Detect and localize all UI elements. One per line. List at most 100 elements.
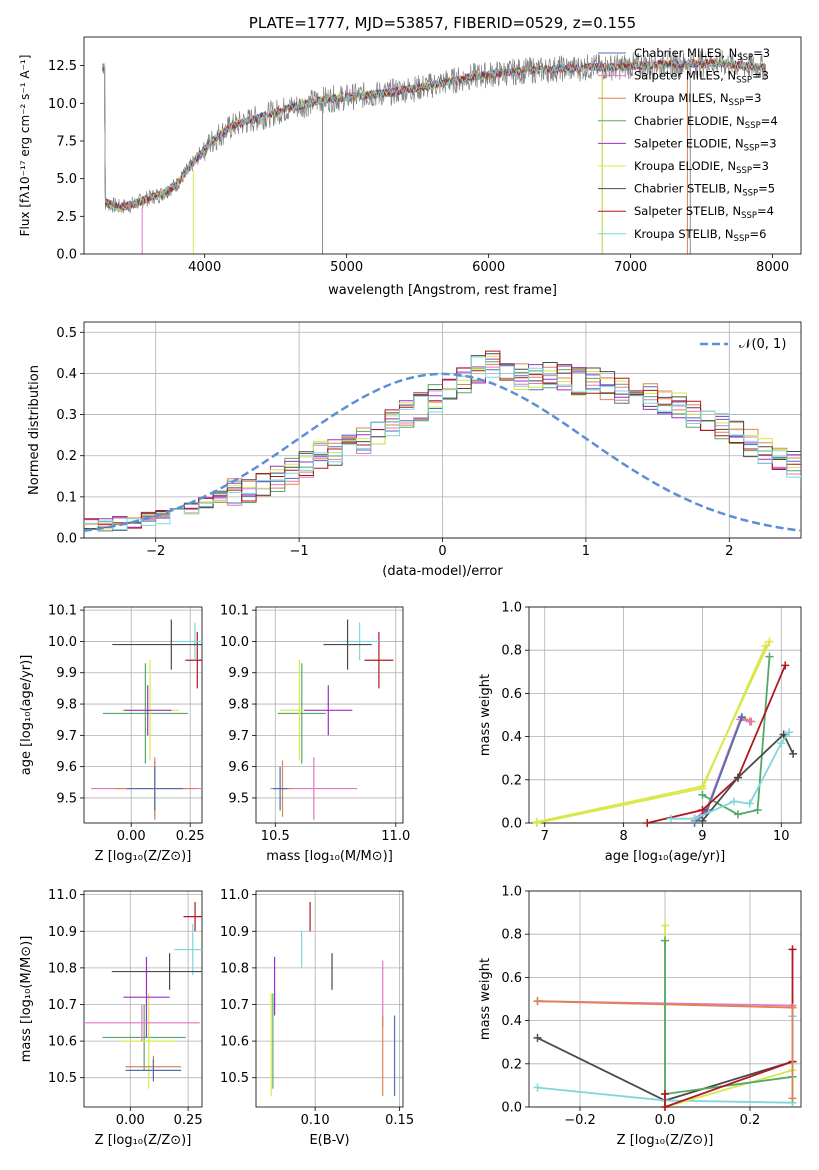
histogram-area [84,350,801,533]
y-tick-label: 10.6 [220,1035,249,1050]
y-axis-label: mass [log₁₀(M/M⊙)] [19,936,34,1063]
y-tick-label: 0.8 [501,644,522,659]
error-bar-point [174,923,202,976]
y-tick-label: 9.8 [56,698,77,713]
y-tick-label: 0.4 [501,1014,522,1029]
panel-mass-vs-Z: 0.00 0.25 10.5 10.6 10.7 10.8 10.9 11.0 Z [log₁₀… [19,888,203,1148]
legend-entry: Chabrier STELIB, NSSP=5 [634,182,775,199]
panel-age-vs-Z: 0.00 0.25 9.5 9.6 9.7 9.8 9.9 10.0 10.1 Z [log₁₀(… [19,604,205,864]
series-marker [781,661,790,670]
y-tick-label: 0.1 [56,490,77,505]
x-tick-label: −1 [290,544,309,559]
axes-frame [83,890,203,1108]
y-tick-label: 0.4 [501,730,522,745]
spectrum-plot-area [102,49,766,254]
panel-mass-weight-vs-age: 7 8 9 10 0.0 0.2 0.4 0.6 0.8 1.0 age [log₁₀(age/yr… [478,601,802,864]
y-tick-label: 11.0 [220,888,249,903]
series-marker [737,713,746,722]
y-axis-label: mass weight [478,958,493,1040]
error-bar-point [323,619,372,670]
error-bar-point [126,766,184,811]
series-marker [533,1033,542,1042]
y-tick-label: 12.5 [48,59,77,74]
y-tick-label: 9.7 [228,729,249,744]
residual-histogram-salpeter_stelib [84,350,801,529]
x-tick-label: −0.2 [564,1113,596,1128]
series-marker [777,739,786,748]
error-bar-point [125,1059,182,1082]
x-tick-label: 2 [725,544,733,559]
y-tick-label: 9.8 [228,698,249,713]
x-tick-label: 0.15 [385,1113,414,1128]
y-tick-label: 0.6 [501,971,522,986]
x-tick-label: 0.2 [740,1113,761,1128]
series-marker [698,816,707,825]
series-marker [533,1083,542,1092]
y-tick-label: 10.8 [220,961,249,976]
series-marker [533,997,542,1006]
normal-distribution-curve [84,372,801,533]
y-tick-label: 9.7 [56,729,77,744]
series-marker [661,936,669,945]
x-tick-label: 11.0 [381,829,410,844]
error-bar-point [102,1004,186,1071]
residual-histogram-salpeter_elodie [84,358,801,529]
series-area [533,921,797,1111]
y-tick-label: 0.0 [501,817,522,832]
series-marker [788,1094,797,1103]
y-tick-label: 9.5 [56,791,77,806]
panel-spectrum: 4000 5000 6000 7000 8000 0.0 2.5 5.0 7.5 10.0 12.5… [18,14,802,298]
y-tick-label: 0.5 [56,326,77,341]
error-bar-point [277,663,326,764]
legend-entry: Chabrier MILES, NSSP=3 [634,46,770,63]
x-tick-label: 5000 [330,260,363,275]
y-tick-label: 7.5 [56,134,77,149]
y-tick-label: 9.5 [228,791,249,806]
x-tick-label: 0 [438,544,446,559]
y-tick-label: 10.5 [220,1071,249,1086]
y-tick-label: 0.2 [56,449,77,464]
y-tick-label: 0.0 [56,532,77,547]
points-area [84,901,202,1089]
model-spectrum-kroupa_stelib [102,59,766,211]
series-marker [733,773,742,782]
y-tick-label: 0.2 [501,1057,522,1072]
residual-histogram-kroupa_elodie [84,355,801,531]
x-axis-label: age [log₁₀(age/yr)] [605,849,726,864]
series-marker [788,1003,797,1012]
x-tick-label: 8000 [756,260,789,275]
error-bar-point [84,1004,200,1042]
series-marker [779,730,788,739]
series-line-salpeter_stelib [664,949,794,1109]
x-tick-label: 0.0 [655,1113,676,1128]
y-tick-label: 10.8 [48,961,77,976]
points-area [270,619,394,820]
series-marker [753,806,762,815]
x-tick-label: 1 [582,544,590,559]
axes-frame [255,606,404,824]
error-bar-point [364,632,394,689]
y-tick-label: 9.9 [228,666,249,681]
y-axis-label: age [log₁₀(age/yr)] [19,655,34,776]
x-axis-label: (data-model)/error [382,564,503,579]
series-marker [729,797,738,806]
x-axis-label: E(B-V) [309,1133,349,1148]
series-marker [698,790,707,799]
legend-entry: 𝒩(0, 1) [739,337,786,352]
series-marker [733,810,742,819]
error-bar-point [272,766,288,811]
y-tick-label: 9.6 [56,760,77,775]
panel-age-vs-mass: 10.5 11.0 9.5 9.6 9.7 9.8 9.9 10.0 10.1 mass [log… [220,604,410,864]
error-bar-point [124,685,172,736]
series-marker [666,814,675,823]
x-tick-label: 0.25 [174,1113,203,1128]
y-tick-label: 0.0 [501,1101,522,1116]
error-bar-point [183,901,202,932]
legend: Chabrier MILES, NSSP=3 Salpeter MILES, NS… [598,46,778,244]
y-tick-label: 10.0 [48,97,77,112]
series-marker [785,728,794,737]
y-tick-label: 10.0 [48,635,77,650]
y-tick-label: 0.6 [501,687,522,702]
y-tick-label: 2.5 [56,210,77,225]
